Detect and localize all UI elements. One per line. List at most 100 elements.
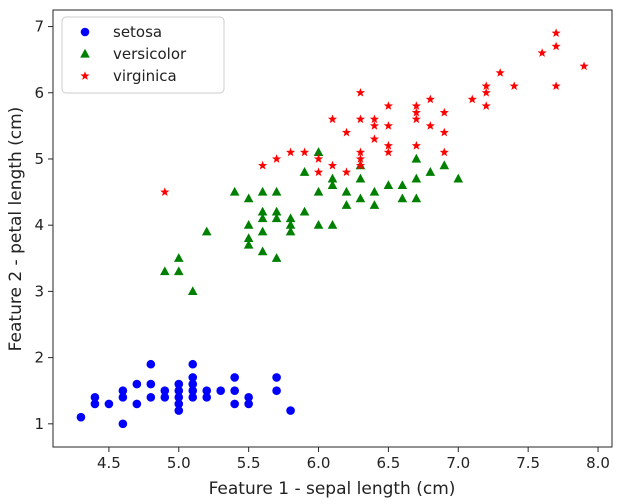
y-tick-label: 4 — [34, 216, 44, 234]
setosa-point — [146, 359, 156, 369]
versicolor-point — [411, 173, 422, 183]
virginica-point — [355, 160, 366, 170]
virginica-point — [425, 94, 435, 104]
x-tick-label: 5.0 — [167, 454, 191, 472]
virginica-point — [258, 160, 268, 170]
versicolor-point — [341, 200, 352, 209]
versicolor-point — [243, 233, 254, 243]
y-tick-label: 7 — [34, 18, 44, 36]
setosa-point — [230, 386, 239, 396]
series-setosa — [76, 359, 295, 429]
setosa-point — [188, 379, 198, 389]
versicolor-point — [383, 180, 394, 190]
virginica-point — [439, 107, 449, 117]
versicolor-point — [257, 246, 268, 256]
virginica-point — [369, 134, 379, 143]
x-axis-ticks: 4.5 5.0 5.5 6.0 6.5 7.0 7.5 8.0 — [97, 447, 610, 472]
y-axis-label: Feature 2 - petal length (cm) — [6, 107, 26, 352]
setosa-point — [286, 406, 295, 415]
virginica-point — [383, 140, 393, 150]
versicolor-point — [453, 173, 464, 183]
setosa-point — [188, 386, 198, 396]
versicolor-point — [355, 193, 366, 203]
virginica-point — [355, 114, 366, 124]
virginica-point — [369, 114, 379, 124]
setosa-point — [244, 399, 253, 409]
virginica-point — [495, 68, 505, 77]
legend-marker-versicolor — [80, 48, 90, 58]
x-tick-label: 7.0 — [446, 454, 470, 472]
setosa-point — [160, 386, 170, 396]
x-tick-label: 5.5 — [237, 454, 261, 472]
versicolor-point — [313, 186, 324, 196]
virginica-point — [286, 147, 296, 157]
versicolor-point — [271, 253, 282, 262]
versicolor-point — [397, 180, 408, 190]
versicolor-point — [355, 173, 366, 183]
virginica-point — [355, 154, 366, 163]
virginica-point — [369, 121, 379, 130]
y-tick-label: 1 — [34, 415, 44, 433]
setosa-point — [174, 386, 184, 396]
y-tick-label: 2 — [34, 349, 44, 367]
setosa-point — [272, 373, 281, 382]
versicolor-point — [425, 167, 436, 176]
legend-marker-virginica — [80, 71, 90, 80]
virginica-point — [355, 147, 366, 157]
setosa-point — [202, 393, 212, 402]
setosa-point — [272, 386, 281, 396]
versicolor-point — [397, 193, 408, 203]
versicolor-point — [257, 226, 268, 236]
virginica-point — [327, 114, 338, 124]
virginica-point — [411, 101, 421, 110]
virginica-point — [439, 147, 449, 157]
versicolor-point — [257, 186, 268, 196]
setosa-point — [132, 399, 142, 409]
versicolor-point — [187, 286, 198, 296]
setosa-point — [76, 412, 86, 422]
versicolor-point — [369, 200, 380, 209]
virginica-point — [467, 94, 477, 104]
setosa-point — [132, 379, 142, 389]
versicolor-point — [411, 153, 422, 163]
virginica-point — [537, 48, 547, 57]
setosa-point — [188, 393, 198, 402]
setosa-point — [146, 379, 156, 389]
virginica-point — [551, 28, 561, 38]
setosa-point — [216, 386, 225, 396]
versicolor-point — [439, 160, 450, 170]
x-tick-label: 7.5 — [516, 454, 540, 472]
virginica-point — [481, 81, 491, 91]
virginica-point — [579, 61, 589, 71]
virginica-point — [481, 101, 491, 110]
setosa-point — [146, 393, 156, 402]
legend-marker-setosa — [80, 27, 90, 37]
setosa-point — [118, 393, 128, 402]
virginica-point — [425, 121, 435, 130]
setosa-point — [160, 393, 170, 402]
setosa-point — [90, 399, 100, 409]
virginica-point — [341, 127, 352, 137]
versicolor-point — [229, 186, 240, 196]
versicolor-point — [243, 239, 254, 249]
versicolor-point — [285, 213, 296, 223]
virginica-point — [481, 87, 491, 97]
virginica-point — [355, 87, 366, 97]
setosa-point — [230, 399, 239, 409]
setosa-point — [174, 406, 184, 415]
versicolor-point — [243, 219, 254, 229]
x-tick-label: 4.5 — [97, 454, 121, 472]
virginica-point — [411, 140, 421, 150]
data-points — [76, 28, 589, 429]
legend-label-virginica: virginica — [113, 67, 177, 85]
x-axis-label: Feature 1 - sepal length (cm) — [209, 479, 456, 499]
versicolor-point — [341, 186, 352, 196]
legend-box — [61, 16, 225, 94]
virginica-point — [551, 81, 561, 91]
x-tick-label: 6.5 — [376, 454, 400, 472]
virginica-point — [439, 127, 449, 137]
y-axis-ticks: 1 2 3 4 5 6 7 — [34, 18, 53, 433]
versicolor-point — [411, 193, 422, 203]
versicolor-point — [173, 266, 184, 276]
virginica-point — [411, 114, 421, 124]
